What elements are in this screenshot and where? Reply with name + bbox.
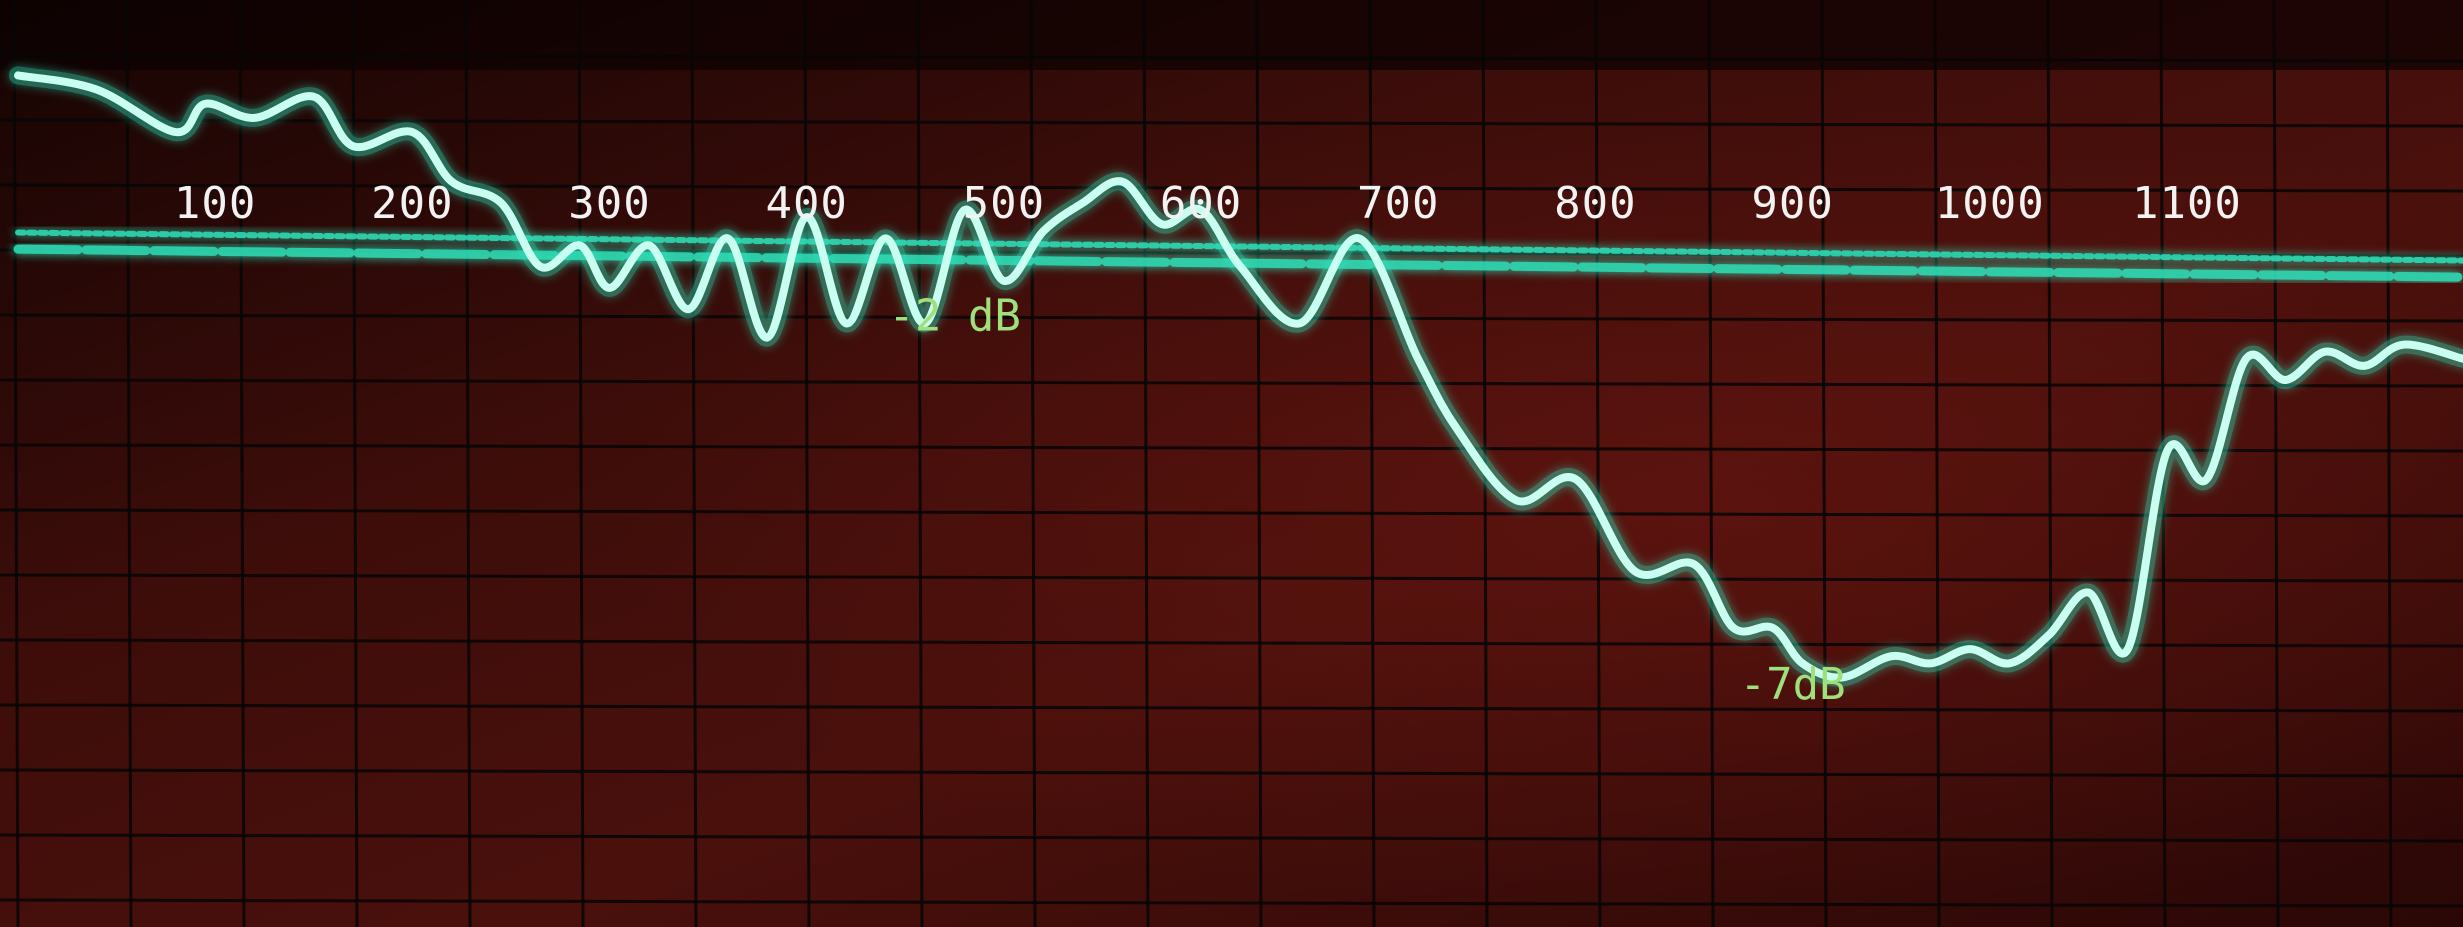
response-trace: [14, 71, 2463, 682]
x-tick-label: 800: [1554, 178, 1636, 229]
grid-horizontal-line: [0, 378, 2463, 388]
x-tick-label: 700: [1357, 178, 1439, 229]
grid-vertical-line: [1707, 0, 1715, 927]
db-annotation: -7dB: [1740, 659, 1846, 710]
grid-horizontal-line: [0, 573, 2463, 583]
grid-vertical-line: [1820, 0, 1828, 927]
grid-horizontal-line: [0, 53, 2463, 63]
x-tick-label: 1000: [1935, 178, 2045, 229]
grid-horizontal-line: [0, 118, 2463, 128]
grid-vertical-line: [2272, 0, 2280, 927]
x-tick-label: 900: [1751, 178, 1833, 229]
grid-vertical-line: [238, 0, 246, 927]
x-tick-labels: 100 200 300 400 500 600 700 800 900 1000 1100: [174, 178, 2242, 229]
x-tick-label: 1100: [2132, 178, 2242, 229]
db-annotations: -2 dB -7dB: [888, 290, 1845, 709]
grid-horizontal-line: [0, 443, 2463, 453]
x-tick-label: 500: [963, 178, 1045, 229]
grid-horizontal-line: [0, 183, 2463, 193]
grid-vertical-line: [2385, 0, 2393, 927]
x-tick-label: 600: [1160, 178, 1242, 229]
reference-line: [15, 229, 2463, 264]
grid-horizontal-line: [0, 703, 2463, 713]
x-tick-label: 100: [174, 178, 256, 229]
grid-vertical-line: [1933, 0, 1941, 927]
grid-horizontal-line: [0, 313, 2463, 323]
x-tick-label: 300: [568, 178, 650, 229]
grid-horizontal-line: [0, 638, 2463, 648]
grid-vertical-line: [125, 0, 133, 927]
grid-horizontal-line: [0, 508, 2463, 518]
x-tick-label: 200: [371, 178, 453, 229]
response-trace-layer: [9, 66, 2463, 687]
db-annotation: -2 dB: [888, 290, 1020, 341]
grid-vertical-line: [12, 0, 20, 927]
x-tick-label: 400: [765, 178, 847, 229]
grid-vertical-line: [2046, 0, 2054, 927]
grid-horizontal-line: [0, 898, 2463, 908]
grid-horizontal-line: [0, 768, 2463, 778]
grid-horizontal-line: [0, 833, 2463, 843]
